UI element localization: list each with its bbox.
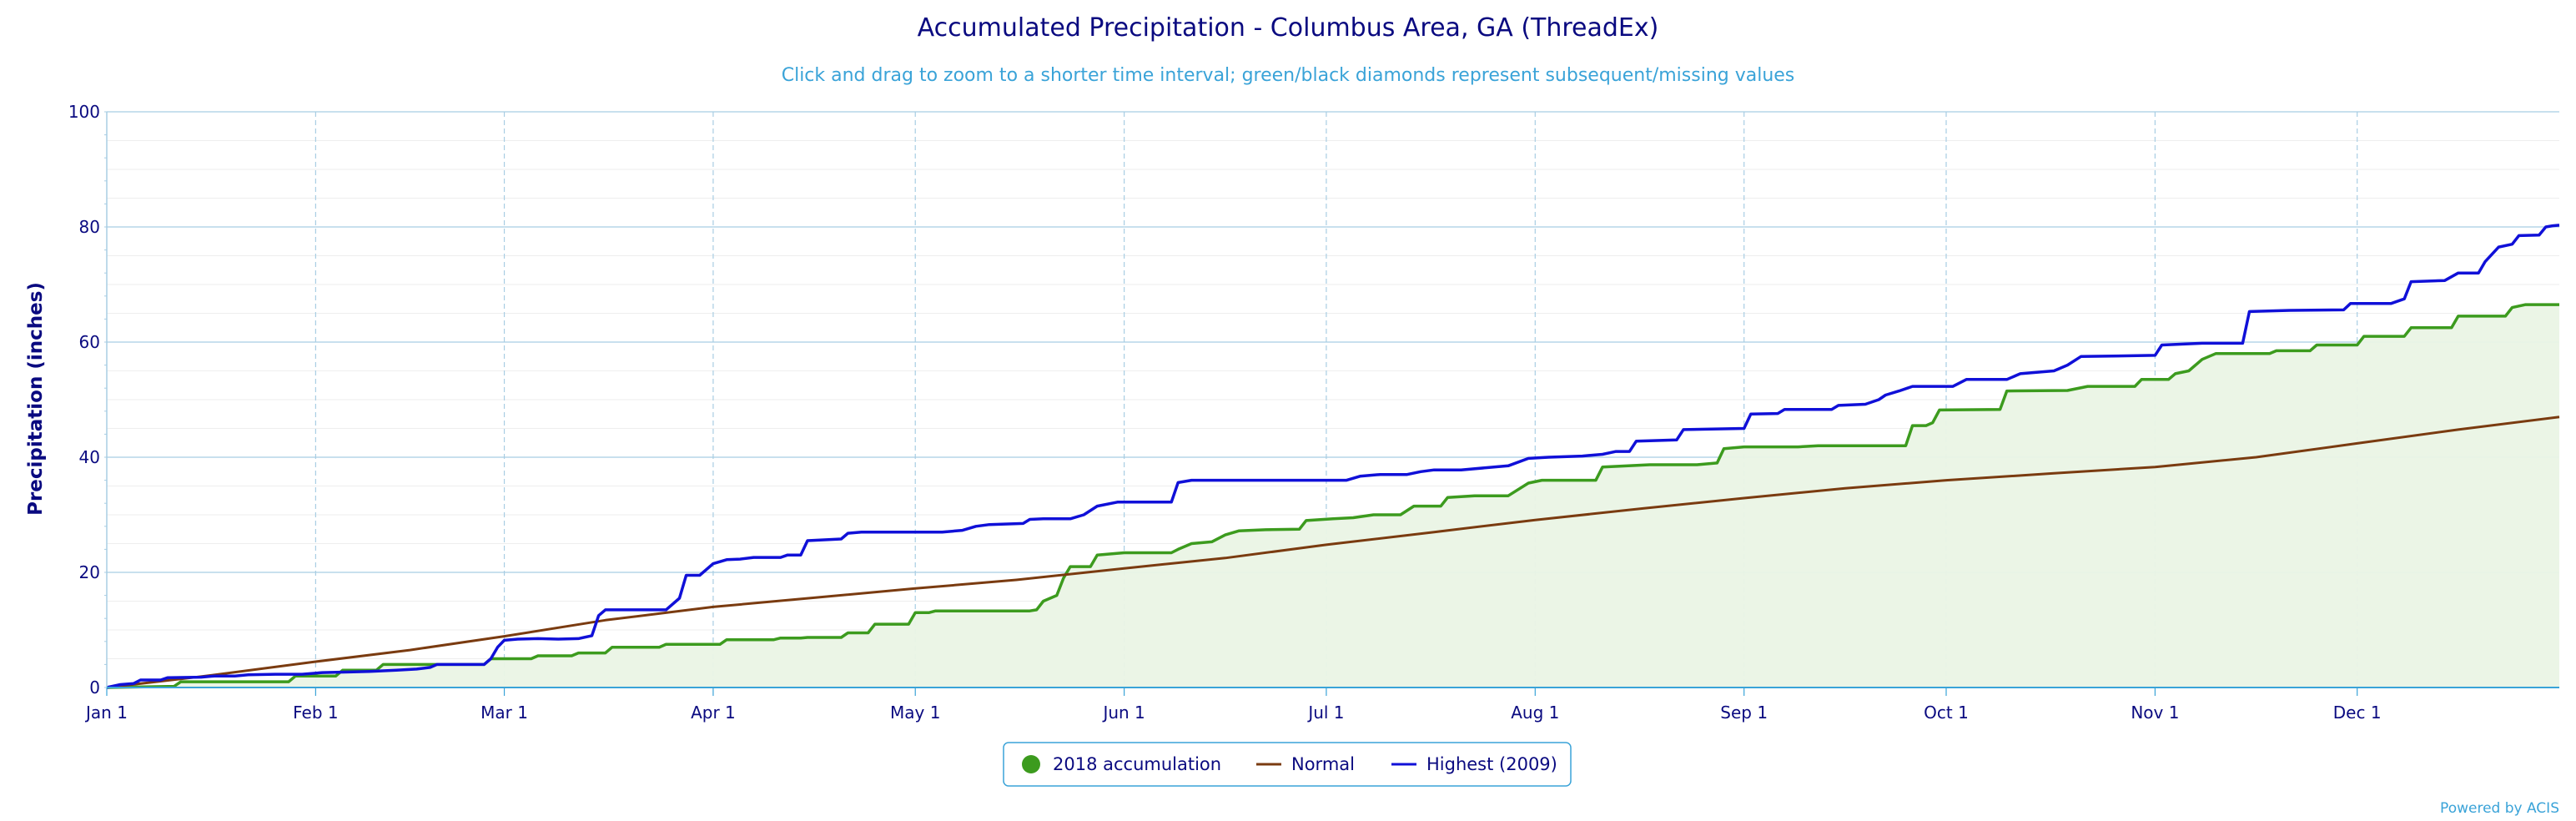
legend-item-highest-2009[interactable]: Highest (2009): [1391, 754, 1557, 774]
y-tick-label: 20: [79, 562, 100, 582]
y-tick-label: 0: [89, 677, 100, 698]
x-tick-label: Oct 1: [1924, 703, 1969, 723]
legend[interactable]: 2018 accumulation Normal Highest (2009): [1003, 742, 1572, 787]
series-line-2018-accumulation[interactable]: [106, 303, 2559, 689]
y-tick-label: 80: [79, 217, 100, 237]
x-tick-label: Jun 1: [1101, 703, 1145, 723]
y-axis-label: Precipitation (inches): [25, 282, 47, 516]
y-tick-label: 40: [79, 447, 100, 467]
series-line-normal[interactable]: [106, 416, 2560, 689]
chart-subtitle: Click and drag to zoom to a shorter time…: [782, 65, 1795, 86]
legend-item-2018-accumulation[interactable]: 2018 accumulation: [1022, 754, 1221, 774]
y-tick-label: 60: [79, 332, 100, 352]
y-tick-label: 100: [68, 102, 100, 122]
x-tick-label: Jan 1: [84, 703, 128, 723]
series-line-highest-2009[interactable]: [106, 224, 2560, 689]
x-tick-label: Nov 1: [2131, 703, 2179, 723]
area-layer: [107, 305, 2559, 688]
legend-label: 2018 accumulation: [1053, 754, 1221, 774]
legend-label: Normal: [1291, 754, 1355, 774]
legend-marker-circle: [1022, 755, 1040, 773]
x-tick-label: Apr 1: [691, 703, 736, 723]
credits-link[interactable]: Powered by ACIS: [2440, 800, 2559, 817]
x-tick-label: May 1: [890, 703, 940, 723]
x-tick-label: Dec 1: [2333, 703, 2382, 723]
series-layer: [106, 224, 2560, 689]
x-tick-label: Sep 1: [1720, 703, 1768, 723]
legend-box: [1003, 742, 1572, 787]
series-area-2018-accumulation: [107, 305, 2559, 688]
legend-item-normal[interactable]: Normal: [1256, 754, 1355, 774]
chart-title: Accumulated Precipitation - Columbus Are…: [918, 13, 1659, 43]
x-tick-label: Aug 1: [1511, 703, 1559, 723]
legend-label: Highest (2009): [1426, 754, 1557, 774]
x-tick-label: Jul 1: [1306, 703, 1344, 723]
x-tick-label: Mar 1: [480, 703, 528, 723]
axes: 0 20 40 60 80 100 Jan 1 Feb 1 Mar 1 Apr 1 May 1 Jun…: [68, 102, 2559, 723]
x-tick-label: Feb 1: [293, 703, 339, 723]
